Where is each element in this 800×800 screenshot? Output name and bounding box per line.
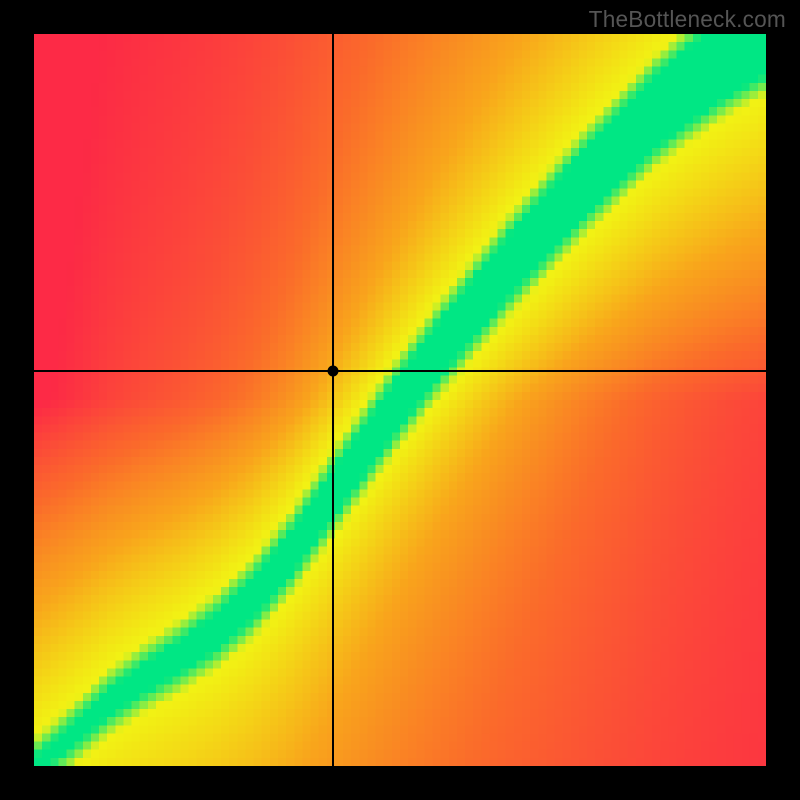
heatmap-canvas: [34, 34, 766, 766]
chart-frame: TheBottleneck.com: [0, 0, 800, 800]
watermark-text: TheBottleneck.com: [589, 6, 786, 33]
